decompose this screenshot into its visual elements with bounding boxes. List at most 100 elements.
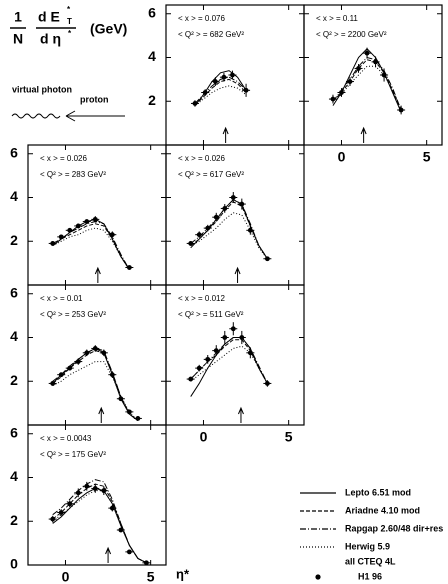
data-point (222, 206, 228, 211)
panel-annotation: < Q² > = 175 GeV² (40, 450, 106, 459)
proton-label: proton (80, 94, 109, 104)
data-point (50, 381, 56, 386)
photon-label: virtual photon (12, 84, 72, 94)
data-point (75, 359, 81, 364)
panel-annotation: < x > = 0.01 (40, 294, 83, 303)
data-point (101, 488, 107, 494)
ylabel-den2: d η (40, 31, 61, 47)
model-curve (52, 361, 139, 421)
data-point (118, 396, 124, 402)
data-point (188, 241, 194, 246)
panel-annotation: < Q² > = 2200 GeV² (316, 30, 387, 39)
data-point (50, 241, 56, 246)
data-point (213, 79, 218, 84)
legend-label: Lepto 6.51 mod (345, 487, 411, 497)
data-point (192, 101, 198, 106)
ylabel-unit: (GeV) (90, 21, 127, 37)
data-point (126, 549, 132, 555)
data-point (84, 350, 90, 356)
data-point (230, 195, 236, 200)
model-curve (194, 85, 247, 107)
x-tick-label: 5 (423, 149, 431, 165)
model-curve (194, 70, 247, 106)
y-tick-label: 6 (10, 144, 18, 160)
legend-label: Ariadne 4.10 mod (345, 505, 420, 515)
eta-arrow (238, 406, 244, 423)
y-tick-label: 4 (10, 188, 18, 204)
data-point (196, 365, 202, 371)
panel-frame (165, 144, 305, 286)
data-point (221, 74, 227, 80)
panel-annotation: < x > = 0.026 (40, 154, 87, 163)
x-tick-label: 0 (62, 569, 70, 584)
ylabel-num: 1 (14, 9, 22, 25)
y-tick-label: 2 (10, 372, 18, 388)
model-curve (190, 337, 268, 384)
x-tick-label: 0 (338, 149, 346, 165)
panel: 2 4 6 < x > = 0.076 < Q² > = 682 GeV² (148, 4, 305, 146)
eta-arrow (234, 266, 241, 283)
legend-label: Rapgap 2.60/48 dir+res (345, 523, 443, 533)
data-point (67, 365, 73, 371)
data-point (364, 50, 370, 56)
y-tick-label: 4 (10, 468, 18, 484)
panel-frame (27, 284, 167, 426)
data-point (196, 232, 202, 238)
model-curve (332, 56, 402, 111)
data-point (101, 350, 107, 356)
y-tick-label: 0 (10, 556, 18, 572)
panel-annotation: < Q² > = 682 GeV² (178, 30, 244, 39)
data-point (247, 227, 253, 233)
y-tick-label: 6 (10, 284, 18, 300)
panel-annotation: < Q² > = 617 GeV² (178, 170, 244, 179)
legend: Lepto 6.51 mod Ariadne 4.10 mod Rapgap 2.6… (300, 487, 443, 581)
panel-annotation: < x > = 0.0043 (40, 434, 92, 443)
data-point (84, 483, 90, 489)
x-tick-label: 5 (147, 569, 155, 584)
photon-line (11, 113, 61, 119)
data-point (188, 376, 194, 382)
data-point (92, 486, 98, 491)
panel: < x > = 0.026 < Q² > = 617 GeV² (165, 144, 305, 286)
eta-arrow (360, 126, 367, 143)
y-axis-title: 1 N d E T * d η * (GeV) (10, 5, 127, 47)
data-point (398, 107, 404, 113)
y-tick-label: 6 (10, 424, 18, 440)
eta-arrow (94, 266, 101, 283)
data-point (239, 201, 245, 207)
panel: 2 4 6 < x > = 0.01 < Q² > = 253 GeV² (10, 284, 167, 426)
data-point (118, 527, 124, 533)
eta-arrow (105, 546, 112, 563)
panel-annotation: < Q² > = 283 GeV² (40, 170, 106, 179)
data-point (202, 90, 208, 95)
legend-label: H1 96 (358, 571, 382, 581)
data-point (144, 560, 149, 566)
y-tick-label: 4 (10, 328, 18, 344)
panel-frame (165, 284, 305, 426)
x-tick-label: 0 (200, 429, 208, 445)
x-axis-title: η* (176, 566, 190, 581)
model-curve (52, 221, 130, 270)
data-point (126, 265, 132, 270)
model-curve (52, 347, 139, 422)
model-curve (52, 483, 147, 564)
panel: 2 4 6 < x > = 0.026 < Q² > = 283 GeV² (10, 144, 167, 286)
y-tick-label: 2 (10, 512, 18, 528)
data-point (247, 350, 253, 356)
data-point (58, 234, 64, 240)
model-curve (190, 339, 268, 384)
panel-frame (27, 144, 167, 286)
panel-annotation: < Q² > = 511 GeV² (178, 310, 244, 319)
data-point (84, 219, 90, 224)
arrow-head (65, 110, 76, 122)
data-point (58, 372, 64, 378)
panel-annotation: < x > = 0.026 (178, 154, 225, 163)
data-point (243, 87, 249, 93)
model-curve (194, 76, 247, 104)
eta-arrow (98, 406, 105, 423)
data-point (135, 416, 141, 421)
data-point (67, 227, 73, 233)
panel-annotation: < x > = 0.012 (178, 294, 225, 303)
data-point (230, 72, 235, 78)
model-curve (190, 345, 268, 384)
